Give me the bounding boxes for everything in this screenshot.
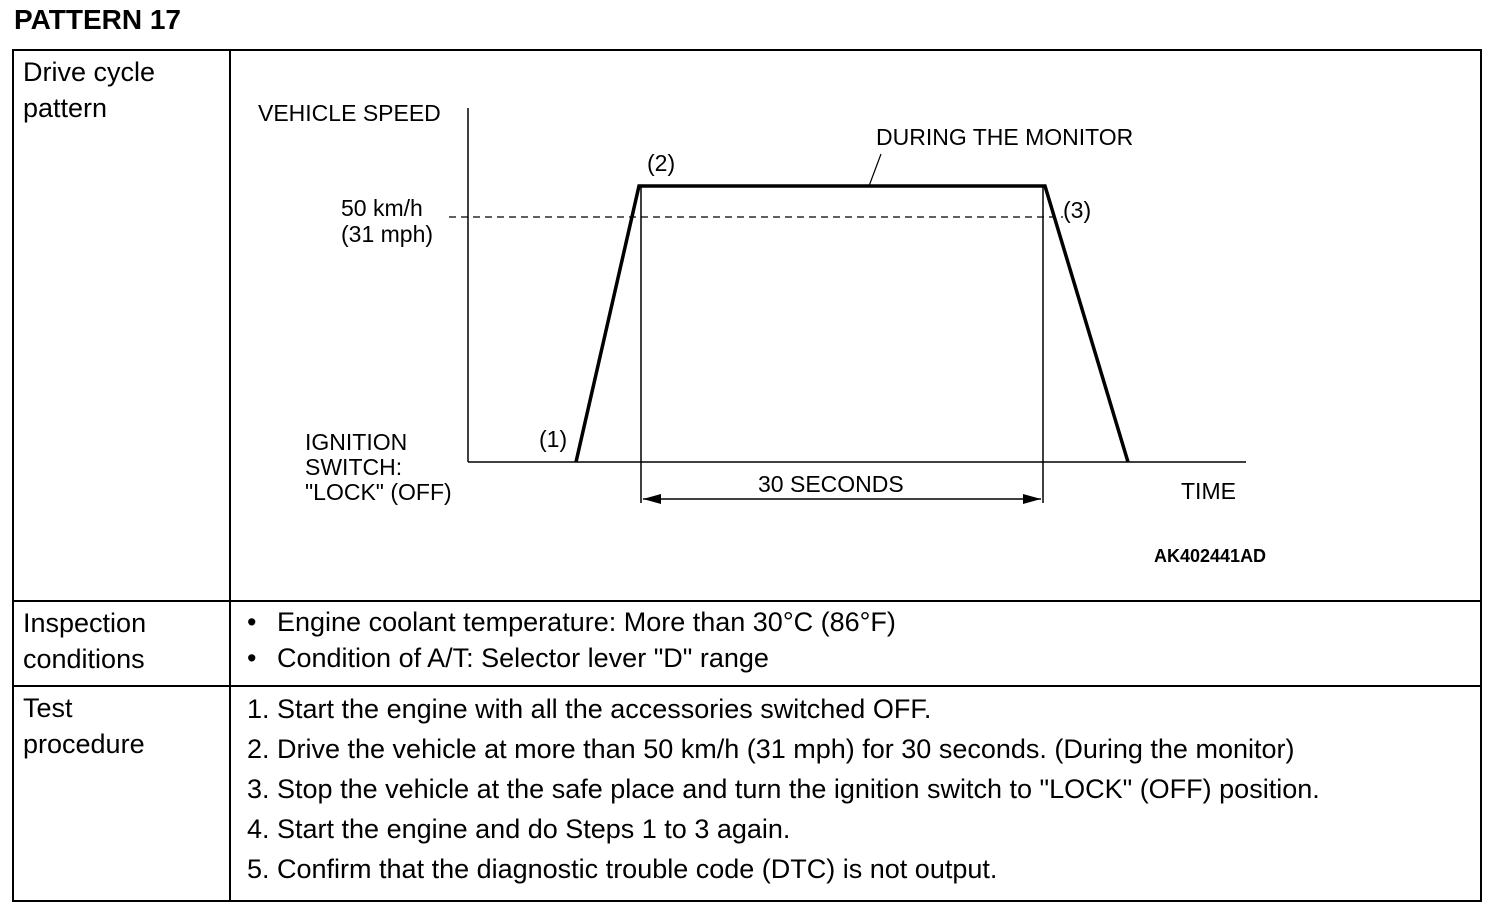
inspection-label-text: Inspection conditions bbox=[23, 608, 147, 674]
drive-cycle-row: Drive cycle pattern V bbox=[12, 49, 1482, 602]
drive-cycle-label: Drive cycle pattern bbox=[12, 49, 231, 602]
figure-code: AK402441AD bbox=[1154, 546, 1266, 566]
duration-arrow-left-head bbox=[643, 494, 661, 504]
point-2-label: (2) bbox=[647, 150, 675, 176]
spec-table: Drive cycle pattern V bbox=[12, 49, 1482, 902]
inspection-item: Engine coolant temperature: More than 30… bbox=[247, 604, 1480, 640]
drive-cycle-diagram-cell: VEHICLE SPEED DURING THE MONITOR (2) 50 … bbox=[229, 49, 1482, 602]
ignition-label-line3: "LOCK" (OFF) bbox=[305, 479, 452, 505]
duration-label: 30 SECONDS bbox=[758, 471, 904, 497]
duration-arrow-right-head bbox=[1023, 494, 1041, 504]
monitor-leader-line bbox=[868, 153, 882, 187]
inspection-content: Engine coolant temperature: More than 30… bbox=[229, 600, 1482, 687]
point-3-label: (3) bbox=[1063, 197, 1091, 223]
drive-cycle-diagram: VEHICLE SPEED DURING THE MONITOR (2) 50 … bbox=[258, 100, 1266, 566]
test-content: 1. Start the engine with all the accesso… bbox=[229, 685, 1482, 902]
inspection-label: Inspection conditions bbox=[12, 600, 231, 687]
test-steps-list: 1. Start the engine with all the accesso… bbox=[231, 687, 1480, 889]
inspection-item: Condition of A/T: Selector lever "D" ran… bbox=[247, 640, 1480, 676]
test-step: 4. Start the engine and do Steps 1 to 3 … bbox=[247, 814, 791, 844]
test-row: Test procedure 1. Start the engine with … bbox=[12, 685, 1482, 902]
inspection-list: Engine coolant temperature: More than 30… bbox=[231, 602, 1480, 676]
speed-trace bbox=[574, 184, 1130, 463]
x-axis-label: TIME bbox=[1181, 478, 1236, 504]
ignition-label-line2: SWITCH: bbox=[305, 454, 402, 480]
drive-cycle-label-text: Drive cycle pattern bbox=[23, 57, 156, 123]
ignition-label-line1: IGNITION bbox=[305, 429, 407, 455]
test-label-text: Test procedure bbox=[23, 693, 145, 759]
test-label: Test procedure bbox=[12, 685, 231, 902]
monitor-label: DURING THE MONITOR bbox=[876, 124, 1133, 150]
inspection-row: Inspection conditions Engine coolant tem… bbox=[12, 600, 1482, 687]
y-axis-label: VEHICLE SPEED bbox=[258, 100, 441, 126]
test-step: 5. Confirm that the diagnostic trouble c… bbox=[247, 854, 998, 884]
speed-label-kmh: 50 km/h bbox=[341, 195, 423, 221]
test-step: 3. Stop the vehicle at the safe place an… bbox=[247, 774, 1320, 804]
page-title: PATTERN 17 bbox=[14, 4, 181, 35]
point-1-label: (1) bbox=[539, 426, 567, 452]
speed-label-mph: (31 mph) bbox=[341, 221, 433, 247]
test-step: 2. Drive the vehicle at more than 50 km/… bbox=[247, 734, 1295, 764]
test-step: 1. Start the engine with all the accesso… bbox=[247, 694, 932, 724]
